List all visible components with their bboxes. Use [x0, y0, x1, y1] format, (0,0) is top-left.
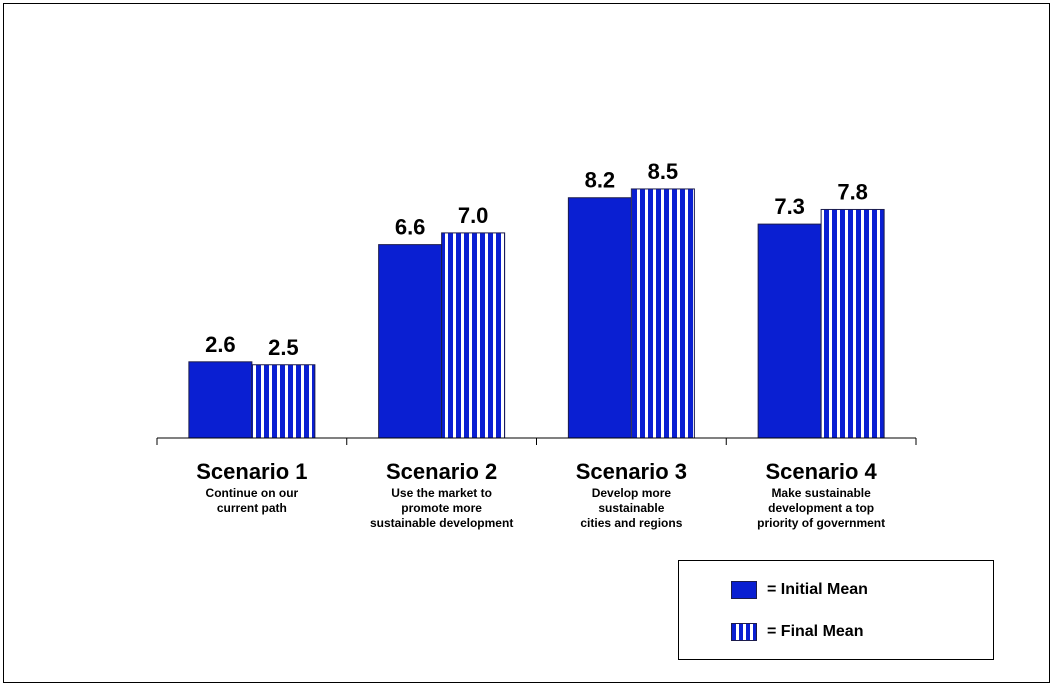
bar-initial-2 — [378, 244, 443, 439]
data-label-final-2: 7.0 — [458, 203, 489, 228]
data-label-final-4: 7.8 — [837, 179, 868, 204]
legend-label-initial: = Initial Mean — [767, 581, 868, 598]
category-title-4: Scenario 4 — [765, 459, 877, 484]
chart-frame — [3, 3, 1050, 683]
category-description-2: Use the market to promote more sustainab… — [369, 486, 514, 530]
category-description-3: Develop more sustainable cities and regi… — [580, 486, 683, 530]
bar-initial-4 — [757, 223, 822, 439]
data-label-final-3: 8.5 — [648, 159, 679, 184]
bar-final-4 — [820, 208, 885, 439]
bar-final-2 — [441, 232, 506, 439]
legend-item-initial: = Initial Mean — [731, 579, 868, 601]
bar-initial-3 — [567, 197, 632, 439]
data-label-initial-3: 8.2 — [585, 168, 616, 193]
bar-final-3 — [630, 188, 695, 439]
bar-initial-1 — [188, 361, 253, 439]
data-label-initial-2: 6.6 — [395, 215, 426, 240]
category-description-1: Continue on our current path — [205, 486, 299, 515]
category-title-1: Scenario 1 — [196, 459, 308, 484]
legend-swatch-solid — [731, 581, 757, 599]
legend-swatch-striped — [731, 623, 757, 641]
data-label-initial-1: 2.6 — [205, 332, 236, 357]
bar-final-1 — [251, 364, 316, 439]
category-description-4: Make sustainable development a top prior… — [757, 486, 886, 530]
legend: = Initial Mean = Final Mean — [678, 560, 994, 660]
data-label-initial-4: 7.3 — [774, 194, 805, 219]
category-title-2: Scenario 2 — [385, 459, 498, 484]
category-title-3: Scenario 3 — [575, 459, 688, 484]
data-label-final-1: 2.5 — [268, 335, 299, 360]
legend-label-final: = Final Mean — [767, 623, 864, 640]
legend-item-final: = Final Mean — [731, 621, 863, 643]
